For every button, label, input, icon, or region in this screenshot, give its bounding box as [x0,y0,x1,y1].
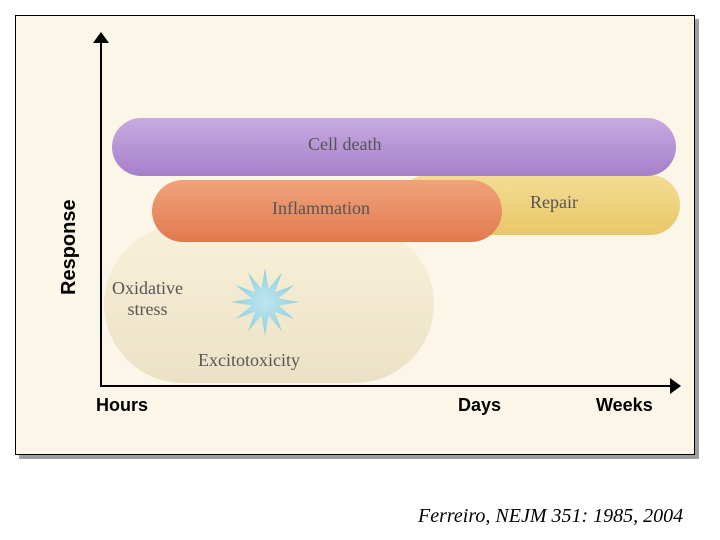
oxidative-stress-blob-label: Oxidative stress [112,278,183,320]
y-axis-arrow-icon [93,32,109,43]
excitotoxicity-label-label: Excitotoxicity [198,350,300,371]
repair-blob-label: Repair [530,192,578,213]
x-tick-label: Days [458,395,501,416]
y-axis [100,40,102,385]
y-axis-label: Response [58,199,81,295]
citation-text: Ferreiro, NEJM 351: 1985, 2004 [418,505,683,528]
cell-death-blob [112,118,676,176]
starburst-icon [229,266,301,338]
x-axis-arrow-icon [670,378,681,394]
x-tick-label: Hours [96,395,148,416]
x-axis [100,385,670,387]
x-tick-label: Weeks [596,395,653,416]
cell-death-blob-label: Cell death [308,134,381,155]
inflammation-blob-label: Inflammation [272,198,370,219]
